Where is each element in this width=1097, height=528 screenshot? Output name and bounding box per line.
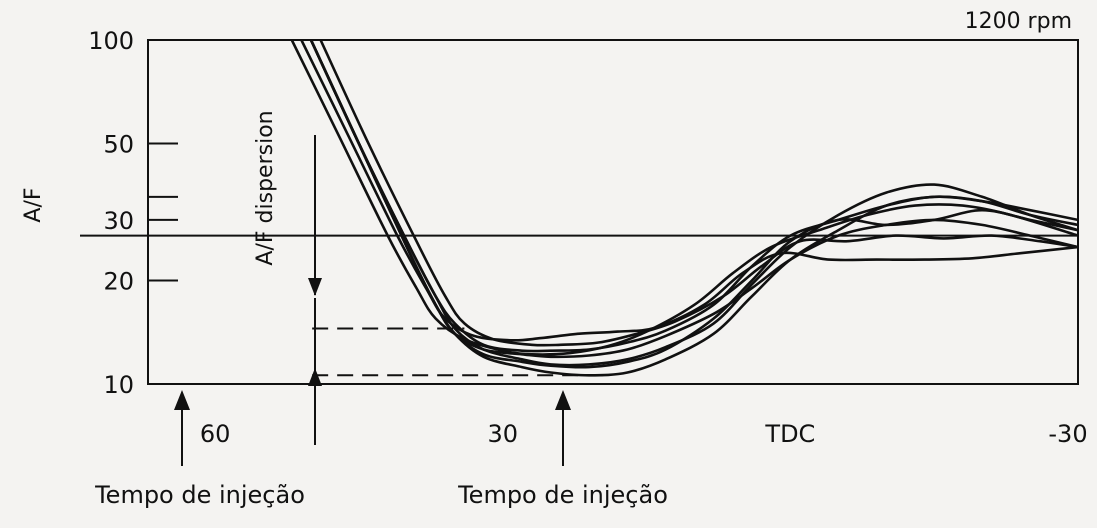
plot-frame — [147, 39, 1079, 385]
dispersion-label: A/F dispersion — [253, 110, 278, 265]
y-axis-label: A/F — [21, 187, 46, 222]
x-tick-label: -30 — [1048, 420, 1087, 448]
y-tick-label: 20 — [103, 267, 134, 295]
y-tick-label: 50 — [103, 131, 134, 159]
y-tick-label: 10 — [103, 371, 134, 399]
dispersion-arrow-up-head — [308, 368, 322, 386]
x-ticks: 60 30 TDC -30 — [200, 420, 1088, 448]
injection-label: Tempo de injeção — [457, 481, 668, 509]
series-line-7 — [290, 40, 1078, 356]
series-line-4 — [309, 40, 1078, 377]
injection-arrow-head — [174, 390, 190, 410]
injection-annotations: Tempo de injeção Tempo de injeção — [94, 390, 668, 509]
injection-label: Tempo de injeção — [94, 481, 305, 509]
injection-arrow-head — [555, 390, 571, 410]
series-group — [290, 40, 1078, 377]
x-tick-label: 60 — [200, 420, 231, 448]
dispersion-markers — [308, 135, 609, 445]
rpm-label: 1200 rpm — [965, 9, 1072, 34]
series-line-3 — [319, 40, 1078, 347]
dispersion-arrow-down-head — [308, 278, 322, 296]
y-tick-label: 30 — [103, 207, 134, 235]
x-tick-label: 30 — [487, 420, 518, 448]
y-tick-label: 100 — [88, 27, 134, 55]
series-line-8 — [309, 40, 1078, 359]
series-line-5 — [300, 40, 1078, 342]
x-tick-label: TDC — [764, 420, 815, 448]
series-line-2 — [309, 40, 1078, 367]
y-ticks: 100 50 30 20 10 — [88, 27, 178, 399]
